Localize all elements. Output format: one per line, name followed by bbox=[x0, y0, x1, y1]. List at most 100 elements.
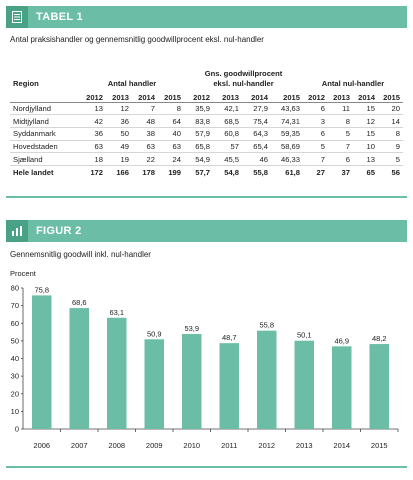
cell: 46 bbox=[242, 152, 271, 166]
figure-bottom-rule bbox=[6, 466, 407, 468]
cell: 56 bbox=[391, 167, 400, 177]
cell: 6 bbox=[303, 102, 328, 116]
y-axis-label: Procent bbox=[10, 269, 37, 278]
cell: 7 bbox=[132, 102, 158, 116]
cell: 54,8 bbox=[224, 167, 239, 177]
cell: 10 bbox=[353, 140, 378, 154]
cell: 13 bbox=[353, 152, 378, 166]
table-total-row: Hele landet 172 166 178 199 57,7 54,8 55… bbox=[10, 165, 403, 178]
year-header: 2015 bbox=[158, 88, 184, 103]
year-header-spacer bbox=[10, 88, 80, 103]
region-name: Hovedstaden bbox=[10, 140, 80, 154]
year-header: 2013 bbox=[106, 88, 132, 103]
table-bottom-rule bbox=[6, 196, 407, 198]
region-name: Midtjylland bbox=[10, 114, 80, 128]
x-tick-label: 2013 bbox=[296, 441, 313, 450]
cell: 57,7 bbox=[195, 167, 210, 177]
cell: 83,8 bbox=[184, 114, 213, 128]
cell: 6 bbox=[303, 127, 328, 141]
region-name: Sjælland bbox=[10, 152, 80, 166]
cell: 15 bbox=[353, 127, 378, 141]
y-tick-label: 30 bbox=[11, 372, 19, 381]
figure-title: FIGUR 2 bbox=[36, 225, 82, 237]
cell: 19 bbox=[106, 152, 132, 166]
cell: 166 bbox=[116, 167, 129, 177]
cell: 13 bbox=[80, 102, 106, 116]
cell: 49 bbox=[106, 140, 132, 154]
cell: 5 bbox=[303, 140, 328, 154]
x-tick-label: 2007 bbox=[71, 441, 88, 450]
year-header: 2012 bbox=[80, 88, 106, 103]
bar bbox=[107, 317, 127, 429]
cell: 63 bbox=[80, 140, 106, 154]
data-label: 68,6 bbox=[72, 298, 87, 307]
x-tick-label: 2012 bbox=[258, 441, 275, 450]
cell: 68,5 bbox=[213, 114, 242, 128]
data-label: 63,1 bbox=[109, 308, 124, 317]
data-label: 53,9 bbox=[184, 324, 199, 333]
x-tick-label: 2011 bbox=[221, 441, 237, 450]
cell: 43,63 bbox=[271, 102, 303, 116]
cell: 74,31 bbox=[271, 114, 303, 128]
cell: 18 bbox=[80, 152, 106, 166]
table-title: TABEL 1 bbox=[36, 11, 83, 23]
document-icon bbox=[6, 6, 28, 28]
cell: 64,3 bbox=[242, 127, 271, 141]
cell: 60,8 bbox=[213, 127, 242, 141]
cell: 45,5 bbox=[213, 152, 242, 166]
data-label: 75,8 bbox=[34, 285, 49, 294]
year-header: 2014 bbox=[353, 88, 378, 103]
cell: 65 bbox=[366, 167, 375, 177]
y-tick-label: 0 bbox=[15, 425, 19, 434]
data-label: 48,7 bbox=[222, 333, 237, 342]
bar bbox=[144, 339, 164, 429]
cell: 8 bbox=[378, 127, 403, 141]
cell: 14 bbox=[378, 114, 403, 128]
table-row: Midtjylland 42 36 48 64 83,8 68,5 75,4 7… bbox=[10, 114, 403, 128]
cell: 46,33 bbox=[271, 152, 303, 166]
cell: 36 bbox=[106, 114, 132, 128]
cell: 5 bbox=[328, 127, 353, 141]
group-nul-handler-label: Antal nul-handler bbox=[321, 79, 385, 88]
y-tick-label: 80 bbox=[11, 284, 19, 293]
y-tick-label: 20 bbox=[11, 389, 19, 398]
region-name: Hele landet bbox=[13, 167, 54, 177]
cell: 172 bbox=[90, 167, 103, 177]
cell: 38 bbox=[132, 127, 158, 141]
region-column-header: Region bbox=[13, 79, 39, 88]
cell: 42,1 bbox=[213, 102, 242, 116]
cell: 12 bbox=[106, 102, 132, 116]
x-tick-label: 2009 bbox=[146, 441, 163, 450]
bar bbox=[369, 344, 389, 429]
table-header-bar: TABEL 1 bbox=[6, 6, 407, 28]
cell: 35,9 bbox=[184, 102, 213, 116]
data-label: 50,1 bbox=[297, 331, 312, 340]
cell: 27 bbox=[316, 167, 325, 177]
bar bbox=[32, 295, 52, 429]
cell: 7 bbox=[328, 140, 353, 154]
cell: 5 bbox=[378, 152, 403, 166]
cell: 8 bbox=[328, 114, 353, 128]
cell: 50 bbox=[106, 127, 132, 141]
cell: 20 bbox=[378, 102, 403, 116]
year-header: 2013 bbox=[328, 88, 353, 103]
year-header: 2012 bbox=[184, 88, 213, 103]
cell: 40 bbox=[158, 127, 184, 141]
region-name: Syddanmark bbox=[10, 127, 80, 141]
cell: 64 bbox=[158, 114, 184, 128]
cell: 54,9 bbox=[184, 152, 213, 166]
year-header: 2014 bbox=[242, 88, 271, 103]
bar bbox=[219, 343, 239, 429]
y-tick-label: 70 bbox=[11, 301, 19, 310]
bar bbox=[332, 346, 352, 429]
year-header: 2014 bbox=[132, 88, 158, 103]
year-header: 2015 bbox=[378, 88, 403, 103]
cell: 55,8 bbox=[253, 167, 268, 177]
x-tick-label: 2006 bbox=[33, 441, 50, 450]
year-header: 2015 bbox=[271, 88, 303, 103]
region-name: Nordjylland bbox=[10, 102, 80, 116]
data-table: Gns. goodwillprocent Region Antal handle… bbox=[10, 68, 403, 178]
y-tick-label: 40 bbox=[11, 354, 19, 363]
x-tick-label: 2008 bbox=[108, 441, 125, 450]
